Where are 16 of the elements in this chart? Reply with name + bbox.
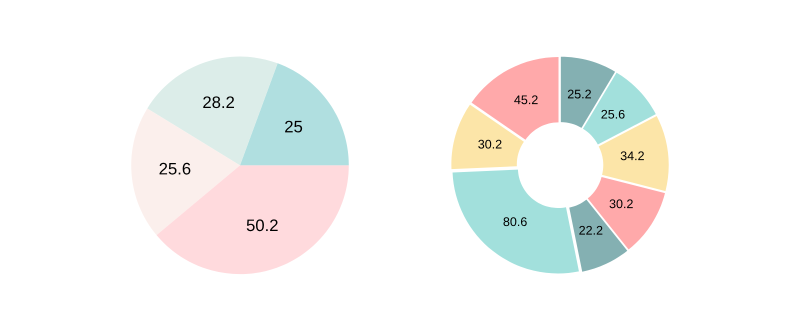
data-label: 34.2	[620, 151, 644, 160]
data-label: 25	[285, 120, 302, 132]
data-label: 25.6	[601, 110, 625, 119]
data-label: 30.2	[610, 199, 633, 208]
pie-slice	[240, 63, 349, 166]
pie-slice	[131, 108, 240, 236]
data-label: 25.2	[568, 90, 591, 98]
data-label: 28.2	[203, 96, 234, 108]
data-label: 45.2	[514, 95, 538, 104]
data-label: 22.2	[579, 226, 602, 235]
data-label: 50.2	[246, 219, 278, 232]
donut-slice	[472, 56, 559, 140]
data-label: 80.6	[503, 217, 527, 226]
data-label: 30.2	[478, 140, 502, 149]
data-label: 25.6	[160, 162, 190, 175]
donut-slice	[451, 104, 524, 170]
